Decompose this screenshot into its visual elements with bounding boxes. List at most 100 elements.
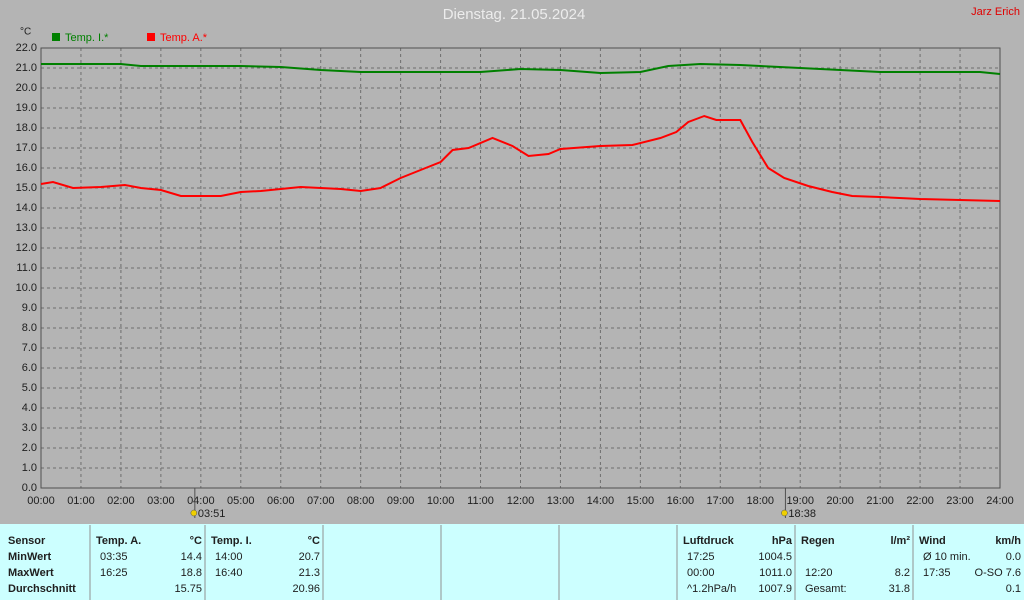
cell-time: 03:35	[100, 551, 128, 563]
x-tick-label: 00:00	[27, 495, 55, 507]
x-tick-label: 06:00	[267, 495, 295, 507]
cell-value: 21.3	[299, 567, 320, 579]
y-tick-label: 15.0	[16, 182, 37, 194]
cell-value: 20.96	[292, 583, 320, 595]
y-tick-label: 13.0	[16, 222, 37, 234]
table-bg	[0, 524, 1024, 600]
cell-value: O-SO 7.6	[975, 567, 1021, 579]
row-label: Durchschnitt	[8, 583, 76, 595]
x-tick-label: 17:00	[707, 495, 735, 507]
x-tick-label: 24:00	[986, 495, 1014, 507]
y-tick-label: 6.0	[22, 362, 37, 374]
x-tick-label: 16:00	[667, 495, 695, 507]
cell-value: 8.2	[895, 567, 910, 579]
y-tick-label: 1.0	[22, 462, 37, 474]
cell-time: 17:35	[923, 567, 951, 579]
x-tick-label: 07:00	[307, 495, 335, 507]
row-label: MaxWert	[8, 567, 54, 579]
y-unit: °C	[20, 27, 31, 38]
y-tick-label: 22.0	[16, 42, 37, 54]
chart-title: Dienstag. 21.05.2024	[443, 6, 586, 23]
y-tick-label: 9.0	[22, 302, 37, 314]
group-unit: km/h	[995, 535, 1021, 547]
cell-time: 16:25	[100, 567, 128, 579]
sun-label: 18:38	[788, 508, 816, 520]
x-tick-label: 20:00	[826, 495, 854, 507]
group-title: Regen	[801, 535, 835, 547]
y-tick-label: 20.0	[16, 82, 37, 94]
cell-value: 15.75	[174, 583, 202, 595]
cell-time: 16:40	[215, 567, 243, 579]
legend-swatch	[52, 33, 60, 41]
y-tick-label: 5.0	[22, 382, 37, 394]
x-tick-label: 01:00	[67, 495, 95, 507]
y-tick-label: 11.0	[16, 262, 37, 274]
x-tick-label: 11:00	[467, 495, 494, 507]
x-tick-label: 15:00	[627, 495, 655, 507]
y-tick-label: 18.0	[16, 122, 37, 134]
x-tick-label: 04:00	[187, 495, 215, 507]
y-tick-label: 14.0	[16, 202, 37, 214]
sun-icon	[190, 509, 198, 517]
author: Jarz Erich	[971, 6, 1020, 18]
x-tick-label: 02:00	[107, 495, 135, 507]
y-tick-label: 4.0	[22, 402, 37, 414]
legend-label: Temp. I.*	[65, 32, 109, 44]
x-tick-label: 13:00	[547, 495, 575, 507]
y-tick-label: 12.0	[16, 242, 37, 254]
cell-value: 31.8	[889, 583, 910, 595]
group-unit: °C	[308, 535, 320, 547]
group-title: Luftdruck	[683, 535, 735, 547]
y-tick-label: 21.0	[16, 62, 37, 74]
x-tick-label: 22:00	[906, 495, 934, 507]
x-tick-label: 08:00	[347, 495, 375, 507]
cell-time: 00:00	[687, 567, 715, 579]
x-tick-label: 21:00	[866, 495, 894, 507]
cell-value: 1007.9	[758, 583, 792, 595]
y-tick-label: 17.0	[16, 142, 37, 154]
cell-time: 12:20	[805, 567, 833, 579]
cell-value: 20.7	[299, 551, 320, 563]
group-title: Wind	[919, 535, 946, 547]
y-tick-label: 2.0	[22, 442, 37, 454]
x-tick-label: 03:00	[147, 495, 175, 507]
cell-time: 17:25	[687, 551, 715, 563]
y-tick-label: 7.0	[22, 342, 37, 354]
x-tick-label: 14:00	[587, 495, 615, 507]
x-tick-label: 12:00	[507, 495, 535, 507]
group-title: Temp. I.	[211, 535, 252, 547]
legend-swatch	[147, 33, 155, 41]
cell-value: 0.0	[1006, 551, 1021, 563]
sun-label: 03:51	[198, 508, 226, 520]
cell-value: 1011.0	[759, 567, 792, 579]
table-header: Sensor	[8, 535, 46, 547]
cell-time: ^1.2hPa/h	[687, 583, 736, 595]
cell-value: 18.8	[181, 567, 202, 579]
series-line	[41, 62, 1001, 75]
y-tick-label: 8.0	[22, 322, 37, 334]
cell-time: 14:00	[215, 551, 243, 563]
x-tick-label: 18:00	[746, 495, 774, 507]
cell-value: 0.1	[1006, 583, 1021, 595]
cell-value: 1004.5	[758, 551, 792, 563]
cell-value: 14.4	[181, 551, 202, 563]
x-tick-label: 09:00	[387, 495, 415, 507]
cell-time: Gesamt:	[805, 583, 847, 595]
group-unit: l/m²	[890, 535, 910, 547]
y-tick-label: 3.0	[22, 422, 37, 434]
group-unit: °C	[190, 535, 202, 547]
x-tick-label: 19:00	[786, 495, 814, 507]
group-title: Temp. A.	[96, 535, 141, 547]
y-tick-label: 0.0	[22, 482, 37, 494]
y-tick-label: 19.0	[16, 102, 37, 114]
group-unit: hPa	[772, 535, 793, 547]
plot-frame	[40, 47, 1001, 489]
y-tick-label: 10.0	[16, 282, 37, 294]
y-tick-label: 16.0	[16, 162, 37, 174]
row-label: MinWert	[8, 551, 52, 563]
cell-time: Ø 10 min.	[923, 551, 971, 563]
legend-label: Temp. A.*	[160, 32, 208, 44]
